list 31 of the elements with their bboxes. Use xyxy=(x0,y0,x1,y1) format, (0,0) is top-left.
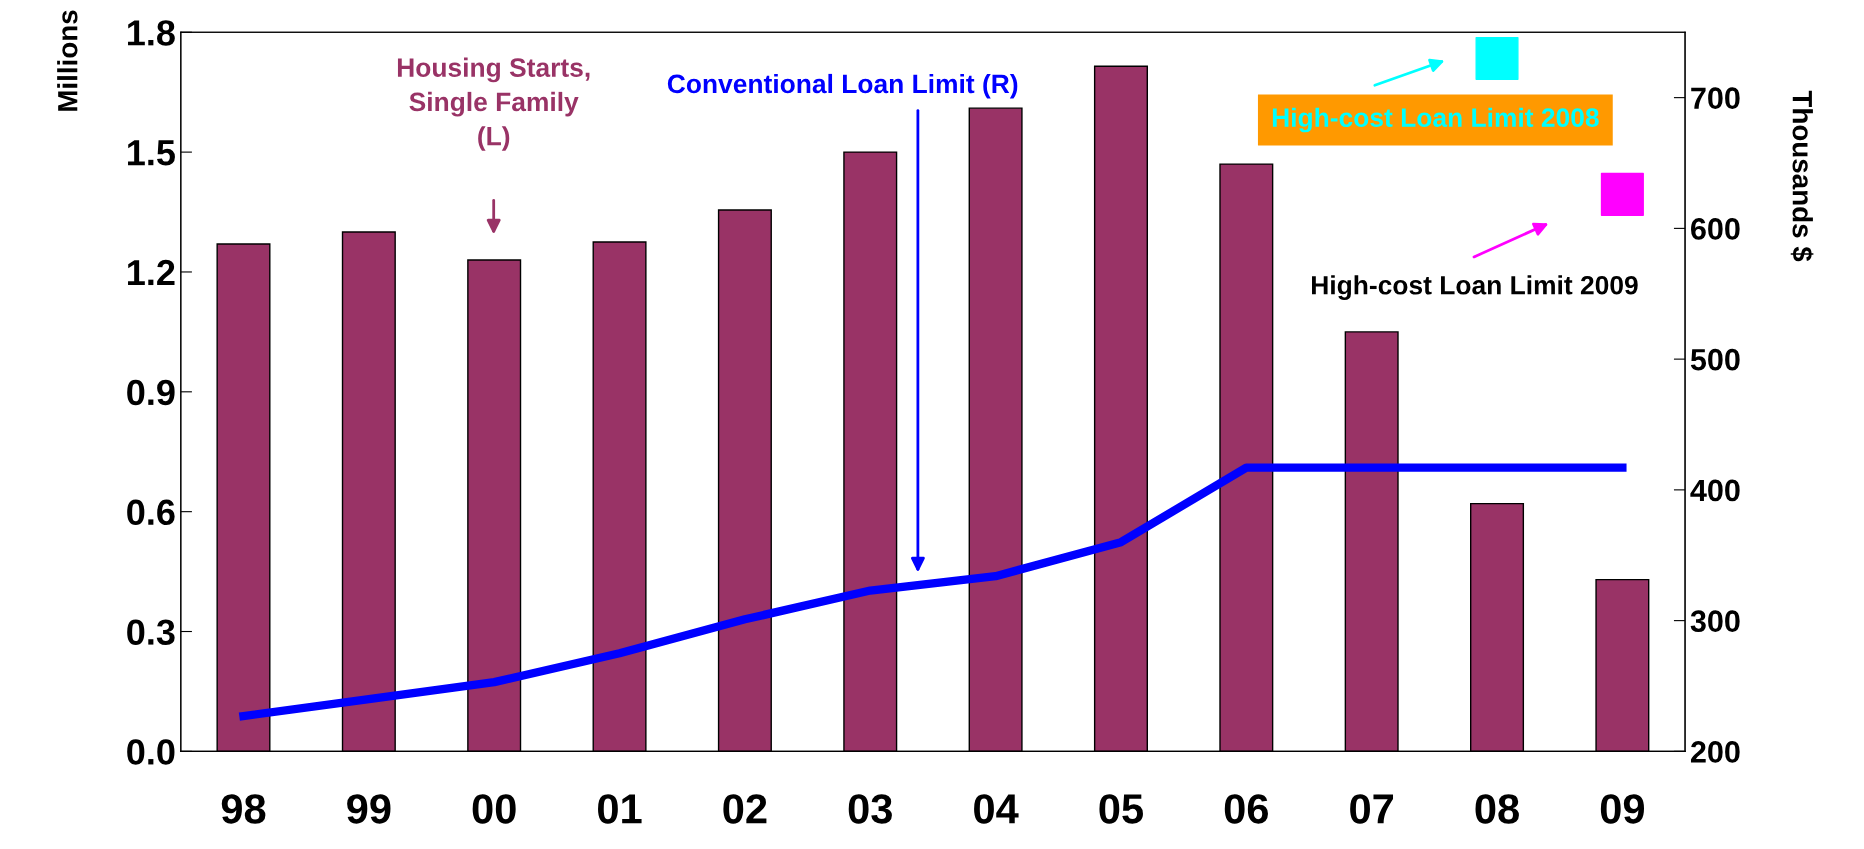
y2-tick-label: 700 xyxy=(1691,87,1740,110)
y2-tick-label: 500 xyxy=(1690,348,1740,371)
y-tick-label: 0.6 xyxy=(127,499,175,526)
y2-tick-label: 200 xyxy=(1690,741,1740,763)
x-tick-label: 01 xyxy=(598,794,642,824)
y2-tick-label: 400 xyxy=(1690,479,1740,502)
x-tick-label: 00 xyxy=(472,794,516,824)
x-tick-label: 99 xyxy=(347,794,391,824)
annotation: High-cost Loan Limit 2008 xyxy=(1272,107,1599,133)
x-tick-label: 02 xyxy=(723,794,767,824)
annotation: Housing Starts, Single Family (L) xyxy=(397,57,590,151)
y2-axis-title: Thousands $ xyxy=(1790,90,1814,262)
x-tick-label: 98 xyxy=(221,794,266,824)
x-tick-label: 03 xyxy=(848,794,892,824)
y-tick-label: 1.5 xyxy=(128,140,175,166)
x-tick-label: 09 xyxy=(1600,794,1645,824)
x-tick-label: 07 xyxy=(1350,794,1394,824)
x-tick-label: 04 xyxy=(974,794,1019,824)
x-tick-label: 06 xyxy=(1224,794,1268,824)
y2-tick-label: 300 xyxy=(1690,610,1740,633)
x-tick-label: 05 xyxy=(1099,794,1143,824)
text: 0.0 xyxy=(127,739,175,765)
y-tick-label: 1.8 xyxy=(128,20,175,46)
annotation: Conventional Loan Limit (R) xyxy=(667,73,1018,99)
x-tick-label: 08 xyxy=(1475,794,1519,824)
y-axis-title: Millions xyxy=(57,10,78,111)
y2-tick-label: 600 xyxy=(1691,218,1740,240)
y-tick-label: 1.2 xyxy=(128,259,175,286)
y-tick-label: 0.9 xyxy=(127,379,175,406)
annotation: High-cost Loan Limit 2009 xyxy=(1312,275,1638,300)
y-tick-label: 0.3 xyxy=(127,619,175,646)
